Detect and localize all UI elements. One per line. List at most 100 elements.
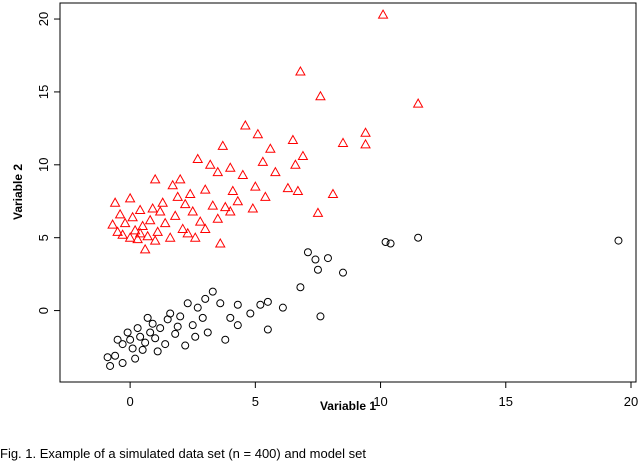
point	[119, 217, 131, 228]
point	[161, 340, 170, 349]
point	[247, 203, 259, 213]
point	[414, 233, 423, 242]
point	[138, 345, 147, 354]
point	[311, 255, 320, 264]
point	[194, 216, 206, 226]
point	[114, 208, 126, 219]
point	[146, 328, 155, 337]
point	[287, 134, 299, 145]
point	[327, 188, 339, 198]
point	[148, 319, 157, 328]
point	[217, 140, 229, 150]
point	[174, 173, 186, 184]
point	[208, 287, 217, 296]
point	[181, 341, 190, 350]
point	[292, 185, 304, 196]
point	[169, 210, 181, 220]
point	[263, 325, 272, 334]
point	[265, 143, 276, 153]
point	[183, 299, 192, 308]
point	[103, 353, 112, 362]
point	[177, 223, 189, 233]
point	[159, 217, 171, 228]
point	[143, 313, 152, 322]
point	[136, 332, 145, 341]
point	[124, 192, 136, 203]
point	[149, 173, 161, 184]
point	[109, 197, 121, 207]
point	[191, 332, 200, 341]
point	[157, 197, 169, 207]
point	[154, 205, 166, 216]
point	[107, 219, 118, 229]
point	[216, 299, 225, 308]
point	[199, 184, 211, 194]
point	[282, 182, 294, 193]
point	[295, 65, 306, 76]
y-tick-label: 15	[36, 85, 51, 99]
y-tick-label: 10	[36, 158, 51, 172]
point	[166, 309, 175, 318]
point	[144, 214, 156, 225]
point	[257, 156, 269, 166]
point	[252, 128, 264, 139]
point	[219, 201, 231, 212]
point	[303, 248, 312, 257]
point	[203, 328, 212, 337]
point	[297, 150, 309, 161]
point	[227, 185, 239, 196]
point	[198, 313, 207, 322]
point	[112, 226, 123, 236]
point	[199, 223, 211, 233]
point	[232, 195, 244, 206]
point	[171, 329, 180, 338]
point	[139, 243, 151, 254]
point	[193, 303, 202, 312]
point	[212, 166, 224, 177]
point	[246, 309, 255, 318]
point	[278, 303, 287, 312]
x-tick-label: 5	[252, 394, 259, 409]
point	[118, 340, 127, 349]
point	[313, 265, 322, 274]
point	[126, 335, 135, 344]
point	[131, 354, 140, 363]
point	[149, 235, 161, 245]
point	[249, 181, 261, 191]
point	[189, 232, 201, 242]
point	[270, 166, 281, 177]
y-tick-label: 5	[36, 234, 51, 241]
point	[315, 90, 326, 101]
point	[256, 300, 265, 309]
caption: Fig. 1. Example of a simulated data set …	[0, 446, 366, 461]
point	[381, 238, 390, 247]
y-tick-label: 20	[36, 12, 51, 26]
y-axis-title: Variable 2	[11, 164, 25, 220]
point	[377, 9, 389, 19]
point	[214, 237, 226, 248]
x-tick-label: 0	[127, 394, 134, 409]
point	[179, 198, 191, 209]
point	[192, 153, 204, 163]
point	[204, 159, 216, 169]
point	[132, 233, 143, 244]
point	[142, 230, 154, 241]
point	[316, 312, 325, 321]
point	[137, 220, 148, 231]
point	[172, 191, 184, 201]
point	[106, 361, 115, 370]
point	[111, 351, 120, 360]
point	[151, 334, 160, 343]
point	[296, 283, 305, 292]
point	[128, 344, 137, 353]
point	[290, 159, 301, 169]
point	[118, 359, 127, 368]
x-axis-title: Variable 1	[320, 399, 376, 413]
x-tick-label: 20	[624, 394, 638, 409]
point	[386, 239, 395, 248]
plot-frame	[59, 2, 637, 383]
point	[323, 254, 332, 263]
point	[338, 268, 347, 277]
